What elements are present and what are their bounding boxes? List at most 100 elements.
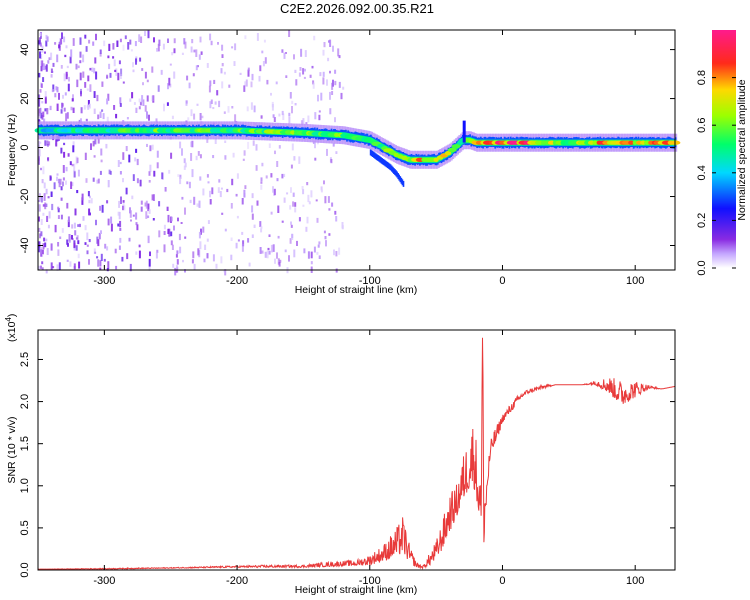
noise-speck (71, 235, 73, 240)
noise-speck (84, 82, 87, 88)
noise-speck (302, 189, 305, 195)
noise-speck (262, 61, 265, 67)
noise-speck (158, 201, 161, 207)
noise-speck (296, 240, 298, 246)
noise-speck (144, 31, 146, 36)
noise-speck (175, 269, 178, 273)
noise-speck (69, 261, 72, 267)
x-tick-label: 0 (499, 575, 505, 587)
x-tick-label: 100 (626, 575, 644, 587)
noise-speck (93, 91, 96, 98)
noise-speck (118, 200, 121, 208)
noise-speck (73, 263, 76, 270)
noise-speck (40, 167, 42, 171)
snr-y-multiplier: (x104) (4, 314, 18, 342)
noise-speck (290, 224, 293, 228)
noise-speck (268, 143, 271, 148)
noise-speck (230, 203, 233, 209)
noise-speck (307, 194, 310, 203)
noise-speck (306, 182, 309, 186)
noise-speck (342, 86, 345, 90)
noise-speck (64, 92, 67, 96)
noise-speck (51, 89, 54, 93)
noise-speck (60, 147, 63, 154)
noise-speck (167, 38, 169, 43)
snr-line (38, 337, 675, 570)
noise-speck (241, 198, 244, 205)
noise-speck (256, 200, 259, 206)
noise-speck (148, 209, 151, 214)
noise-speck (43, 182, 46, 189)
noise-speck (172, 263, 175, 268)
noise-speck (106, 98, 109, 105)
noise-speck (50, 74, 53, 78)
ridge-branch (377, 154, 379, 161)
noise-speck (328, 208, 331, 211)
noise-speck (45, 188, 48, 195)
noise-speck (317, 244, 320, 248)
noise-speck (325, 240, 327, 247)
noise-speck (88, 103, 91, 109)
noise-speck (66, 112, 69, 119)
noise-speck (125, 146, 128, 152)
noise-speck (180, 222, 183, 224)
colorbar: 0.0 0.2 0.4 0.6 0.8 Normalized spectral ampl… (696, 30, 748, 276)
noise-speck (195, 49, 198, 57)
snr-frame (37, 329, 676, 571)
noise-speck (99, 205, 102, 211)
noise-speck (329, 108, 332, 115)
noise-speck (121, 256, 124, 262)
noise-speck (45, 238, 48, 242)
colorbar-tick-label: 0.0 (696, 260, 708, 275)
noise-speck (51, 203, 54, 211)
noise-speck (307, 251, 310, 259)
ridge-core (592, 140, 599, 145)
noise-speck (130, 219, 132, 222)
noise-speck (193, 113, 196, 120)
noise-speck (248, 262, 251, 267)
noise-speck (66, 259, 69, 262)
noise-speck (206, 238, 209, 242)
noise-speck (224, 140, 227, 143)
noise-speck (52, 62, 55, 67)
noise-speck (260, 181, 263, 184)
noise-speck (108, 169, 111, 175)
noise-speck (63, 107, 66, 112)
noise-speck (65, 113, 68, 122)
noise-speck (115, 265, 118, 270)
noise-speck (101, 109, 104, 112)
ridge-core (334, 132, 340, 138)
noise-speck (214, 137, 217, 144)
noise-speck (231, 46, 234, 49)
noise-speck (276, 178, 279, 182)
noise-speck (281, 110, 284, 116)
noise-speck (295, 79, 298, 86)
noise-speck (207, 220, 210, 224)
noise-speck (209, 101, 212, 109)
noise-speck (156, 249, 159, 253)
noise-speck (251, 205, 254, 213)
ridge-branch (386, 162, 389, 168)
noise-speck (167, 228, 170, 234)
noise-speck (84, 34, 87, 39)
noise-speck (115, 68, 118, 76)
noise-speck (289, 205, 292, 210)
noise-speck (97, 239, 100, 247)
noise-speck (138, 34, 141, 42)
noise-speck (138, 244, 141, 248)
noise-speck (81, 193, 84, 201)
noise-speck (87, 75, 90, 82)
noise-speck (314, 157, 317, 161)
noise-speck (192, 251, 195, 259)
noise-speck (52, 84, 55, 92)
noise-speck (289, 238, 292, 244)
spectrogram-ridge-layer (34, 120, 681, 187)
noise-speck (58, 46, 61, 51)
noise-speck (135, 222, 138, 226)
noise-speck (132, 69, 135, 73)
noise-speck (52, 266, 55, 269)
noise-speck (209, 80, 212, 87)
noise-speck (198, 54, 201, 60)
noise-speck (76, 190, 79, 194)
noise-speck (106, 116, 109, 124)
